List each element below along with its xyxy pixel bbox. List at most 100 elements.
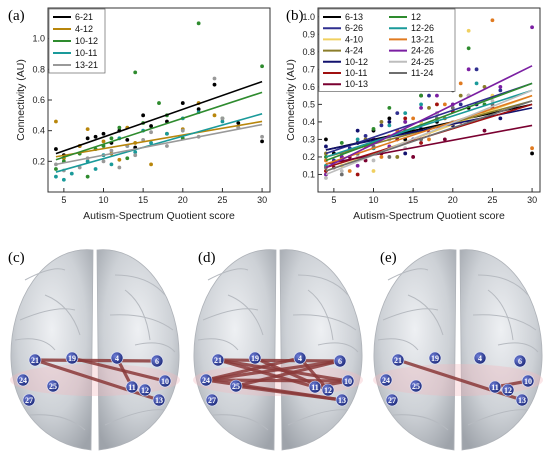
connectivity-edge (234, 384, 344, 402)
x-tick-label: 5 (61, 195, 66, 205)
regression-line (325, 65, 533, 169)
data-point (387, 155, 392, 159)
y-tick-label: 0.9 (302, 29, 315, 39)
y-tick-label: 0.8 (32, 64, 45, 74)
brain-panel-e: 21 19 4 6 24 25 27 11 12 10 13 (373, 249, 543, 451)
y-tick-label: 1.0 (302, 12, 315, 22)
brain-node-marker (248, 351, 262, 365)
data-point (442, 137, 447, 142)
brain-node-label: 24 (382, 376, 390, 385)
brain-node: 11 (125, 380, 139, 394)
data-point (466, 67, 471, 72)
brain-node-label: 4 (298, 354, 302, 363)
data-point (54, 174, 58, 179)
brain-node-label: 10 (161, 377, 169, 386)
brain-node-label: 12 (504, 386, 512, 395)
data-point (442, 102, 447, 107)
brain-sulcus (487, 289, 514, 341)
data-point (85, 127, 90, 132)
legend-entry: 10-13 (345, 79, 368, 89)
brain-node-label: 4 (115, 354, 119, 363)
data-point (355, 163, 360, 168)
regression-line (325, 100, 533, 172)
brain-node-label: 10 (524, 377, 532, 386)
data-point (212, 76, 217, 81)
data-point (93, 134, 98, 139)
y-tick-label: 1.0 (32, 34, 45, 44)
regression-line (325, 94, 533, 172)
panel-label: (c) (8, 250, 25, 266)
brain-node-label: 4 (478, 354, 482, 363)
x-axis-label: Autism-Spectrum Quotient score (353, 210, 505, 222)
data-point (371, 158, 376, 163)
data-point (117, 125, 122, 130)
data-point (324, 176, 328, 180)
brain-node-marker (152, 393, 166, 407)
data-point (260, 134, 264, 139)
brain-node-label: 27 (25, 396, 33, 405)
brain-sulcus (287, 409, 349, 426)
brain-node: 10 (158, 374, 172, 388)
data-point (260, 139, 264, 144)
data-point (133, 70, 138, 75)
x-tick-label: 30 (527, 195, 537, 205)
data-point (435, 93, 439, 98)
data-point (482, 128, 487, 133)
brain-sulcus (297, 274, 349, 296)
legend-box (318, 8, 456, 92)
left-hemisphere (10, 249, 94, 451)
y-tick-label: 0.8 (302, 47, 315, 57)
data-point (220, 119, 225, 124)
brain-node-marker (293, 351, 307, 365)
brain-node-marker (513, 354, 527, 368)
legend-entry: 10-11 (345, 68, 367, 78)
data-point (117, 157, 122, 162)
x-tick-label: 10 (368, 195, 378, 205)
x-tick-label: 10 (98, 195, 108, 205)
data-point (387, 123, 392, 128)
brain-node-label: 10 (344, 377, 352, 386)
y-tick-label: 0.3 (302, 134, 315, 144)
regression-line (325, 82, 533, 162)
brain-node: 12 (321, 383, 335, 397)
regression-line (325, 89, 533, 158)
brain-node: 19 (65, 351, 79, 365)
legend-entry: 10-11 (75, 48, 97, 58)
regression-line (325, 94, 533, 165)
data-point (403, 120, 408, 124)
regression-line (55, 91, 263, 161)
legend-entry: 24-25 (411, 57, 434, 67)
brain-node-marker (110, 351, 124, 365)
brain-node-marker (138, 383, 152, 397)
data-point (419, 105, 423, 110)
y-tick-label: 0.4 (302, 117, 315, 127)
data-point (419, 93, 423, 98)
data-point (196, 21, 201, 26)
brain-node-label: 13 (518, 396, 526, 405)
brain-sulcus (292, 314, 357, 331)
brain-node: 13 (335, 393, 349, 407)
data-point (403, 151, 408, 156)
brain-node-label: 19 (431, 354, 439, 363)
data-point (109, 136, 114, 141)
y-axis-label: Connectivity (AU) (285, 59, 297, 141)
brain-node: 13 (152, 393, 166, 407)
data-point (395, 111, 400, 116)
y-tick-label: 0.6 (32, 95, 45, 105)
left-hemisphere (193, 249, 277, 451)
brain-node: 21 (211, 353, 225, 367)
brain-node-marker (65, 351, 79, 365)
brain-node-marker (521, 374, 535, 388)
brain-node-marker (150, 354, 164, 368)
connectivity-edge (33, 358, 161, 402)
brain-node: 13 (515, 393, 529, 407)
brain-node: 25 (229, 379, 243, 393)
data-point (427, 93, 431, 98)
y-tick-label: 0.6 (302, 82, 315, 92)
right-hemisphere (279, 249, 363, 451)
data-point (324, 144, 328, 149)
brain-node-label: 21 (31, 356, 39, 365)
x-tick-label: 25 (217, 195, 227, 205)
data-point (466, 46, 471, 51)
data-point (165, 144, 169, 148)
